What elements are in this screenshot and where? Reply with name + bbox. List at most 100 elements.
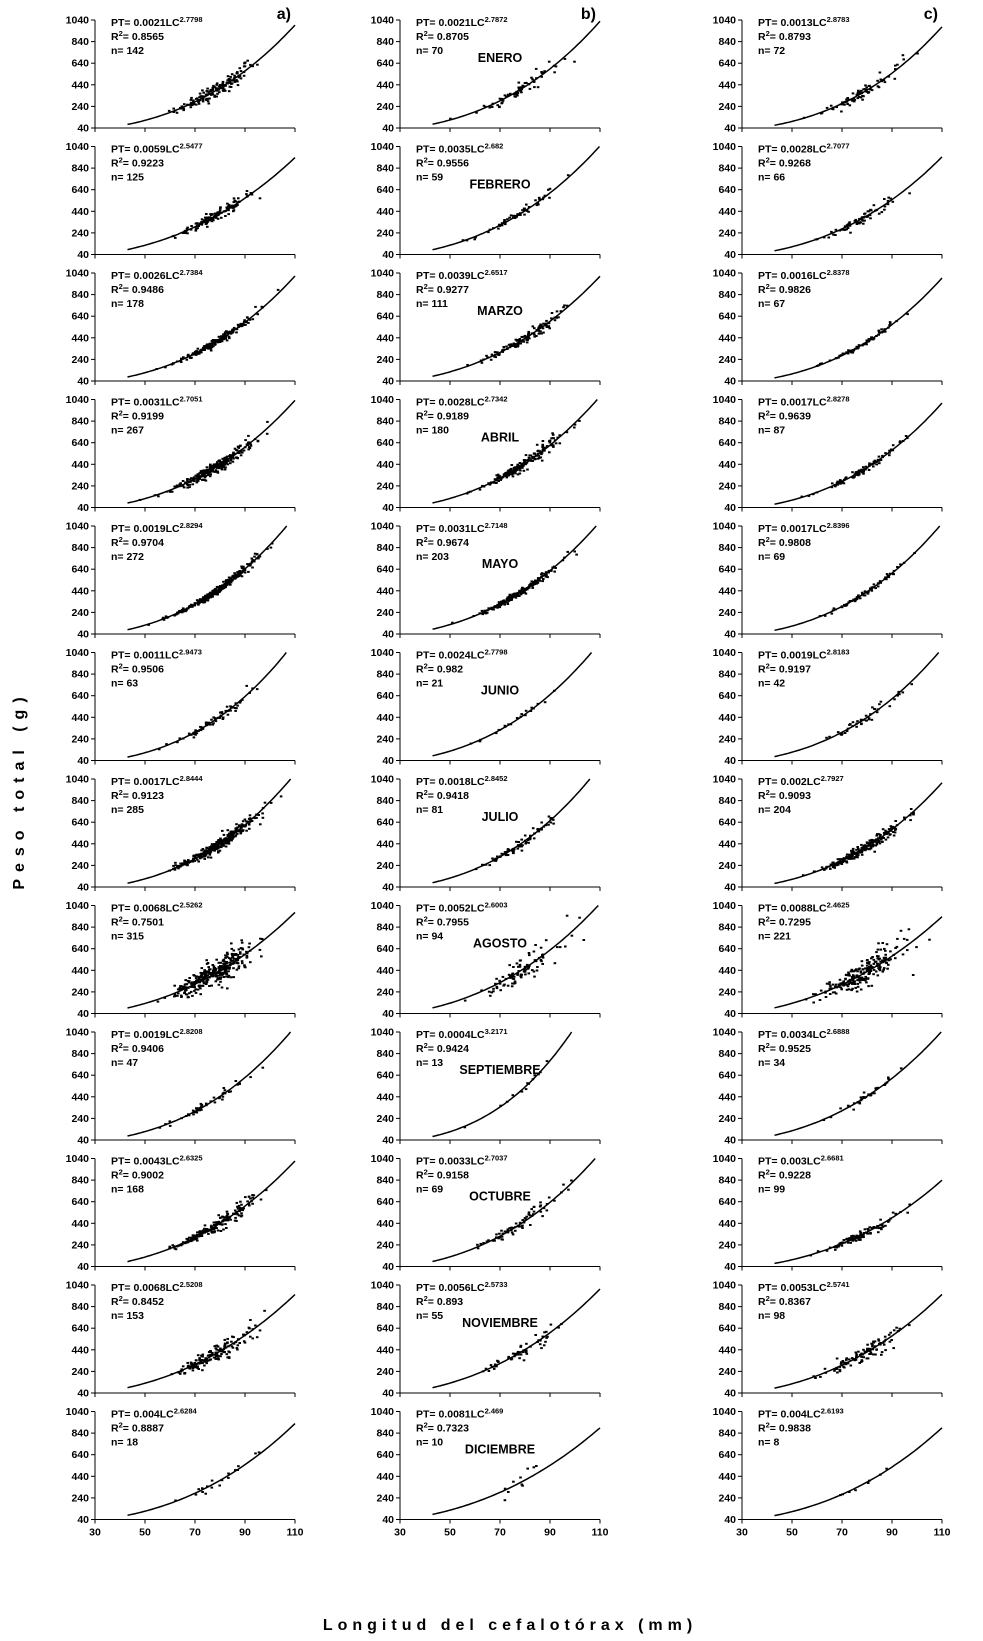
- data-point: [176, 741, 179, 744]
- data-point: [851, 849, 854, 852]
- y-tick-label: 40: [724, 755, 736, 767]
- data-point: [241, 820, 245, 823]
- data-point: [495, 474, 498, 477]
- y-tick-label: 840: [71, 669, 89, 681]
- data-point: [841, 858, 844, 861]
- data-point: [857, 1236, 860, 1239]
- data-point: [532, 1210, 536, 1213]
- data-point: [880, 328, 883, 331]
- data-point: [204, 1229, 207, 1232]
- data-point: [217, 845, 220, 848]
- data-point: [234, 702, 238, 705]
- data-point: [191, 1367, 195, 1370]
- data-point: [219, 460, 222, 463]
- data-point: [176, 994, 179, 997]
- data-point: [846, 857, 850, 860]
- data-point: [516, 473, 520, 476]
- data-point: [210, 591, 214, 594]
- data-point: [218, 84, 222, 86]
- y-tick-label: 240: [71, 607, 89, 619]
- n-label: n= 81: [416, 804, 443, 816]
- data-point: [219, 966, 222, 969]
- fitted-curve: [774, 916, 943, 1009]
- data-point: [904, 435, 908, 437]
- data-point: [836, 731, 840, 734]
- data-point: [236, 323, 240, 326]
- data-point: [221, 80, 225, 83]
- data-point: [855, 851, 858, 854]
- data-point: [550, 312, 554, 314]
- data-point: [875, 711, 879, 714]
- data-point: [834, 234, 837, 236]
- data-point: [216, 978, 219, 981]
- data-point: [203, 852, 207, 855]
- data-point: [878, 842, 882, 845]
- data-point: [451, 621, 454, 624]
- data-point: [221, 1092, 225, 1095]
- data-point: [842, 482, 846, 485]
- r-squared-sup: 2: [766, 1294, 770, 1303]
- data-point: [511, 973, 514, 976]
- data-point: [200, 1105, 203, 1108]
- data-point: [541, 1335, 545, 1338]
- data-point: [163, 996, 167, 999]
- data-point: [517, 965, 520, 968]
- data-point: [498, 352, 501, 355]
- data-point: [539, 1204, 542, 1207]
- data-point: [204, 597, 207, 600]
- data-point: [202, 97, 205, 100]
- n-label: n= 221: [758, 931, 791, 943]
- data-point: [255, 816, 258, 819]
- data-point: [212, 722, 215, 725]
- data-point: [541, 954, 544, 957]
- month-label: ENERO: [478, 51, 523, 65]
- data-point: [209, 1100, 213, 1103]
- exponent: 2.8396: [827, 521, 850, 530]
- data-point: [208, 216, 211, 219]
- y-tick-label: 440: [718, 1344, 736, 1356]
- data-point: [245, 952, 249, 955]
- data-point: [874, 1353, 877, 1356]
- data-point: [233, 1219, 237, 1222]
- data-point: [890, 826, 893, 829]
- data-point: [543, 446, 546, 449]
- data-point: [898, 693, 901, 696]
- data-point: [172, 107, 175, 110]
- data-point: [859, 1233, 862, 1236]
- data-point: [532, 455, 536, 458]
- data-point: [868, 839, 872, 842]
- data-point: [864, 714, 868, 717]
- data-point: [543, 1331, 546, 1334]
- y-tick-label: 240: [718, 860, 736, 872]
- data-point: [211, 88, 215, 91]
- data-point: [833, 865, 836, 868]
- data-point: [232, 976, 235, 979]
- data-point: [534, 1334, 537, 1336]
- data-point: [536, 1341, 539, 1343]
- y-tick-label: 640: [718, 943, 736, 955]
- data-point: [819, 362, 822, 365]
- data-point: [867, 966, 871, 969]
- data-point: [218, 459, 221, 462]
- data-point: [156, 1000, 160, 1003]
- data-point: [823, 868, 826, 871]
- data-point: [906, 313, 909, 316]
- data-point: [503, 472, 507, 475]
- exponent: 2.8278: [827, 395, 850, 404]
- data-point: [807, 494, 811, 497]
- data-point: [812, 493, 815, 496]
- data-point: [532, 80, 536, 83]
- y-tick-label: 640: [718, 690, 736, 702]
- data-point: [875, 463, 878, 466]
- data-point: [882, 968, 885, 971]
- n-label: n= 178: [111, 298, 144, 310]
- data-point: [248, 814, 252, 817]
- data-point: [198, 222, 202, 225]
- y-tick-label: 440: [376, 459, 394, 471]
- data-point: [208, 968, 211, 971]
- data-point: [531, 325, 535, 328]
- data-point: [168, 1247, 171, 1250]
- data-point: [194, 733, 197, 736]
